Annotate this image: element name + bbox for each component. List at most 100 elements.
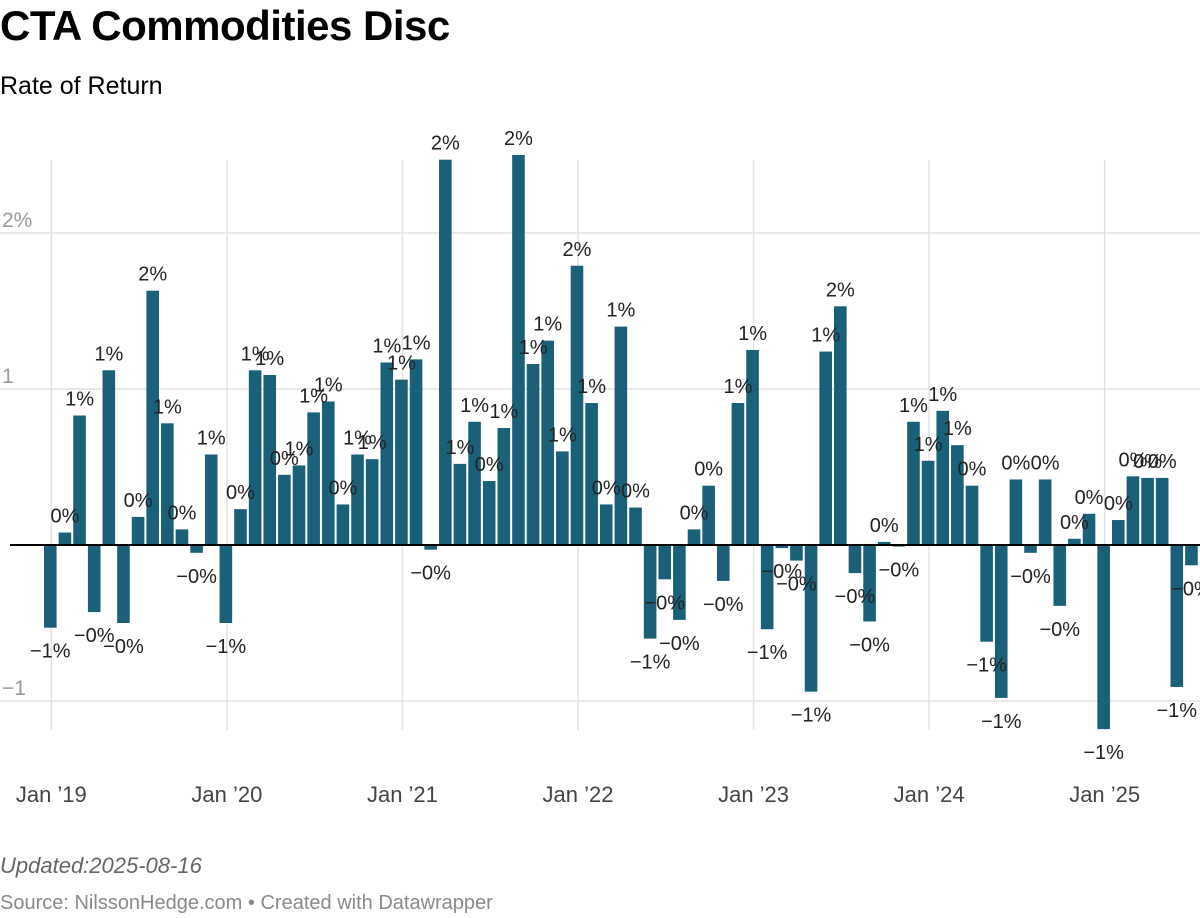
bar <box>1053 545 1067 606</box>
bar <box>307 412 320 545</box>
bar-layer <box>44 155 1198 730</box>
bar <box>1185 545 1198 566</box>
bar <box>263 374 277 545</box>
bar <box>512 155 525 545</box>
bar <box>380 362 394 545</box>
bar <box>409 359 423 545</box>
bar <box>58 532 72 545</box>
bar <box>482 481 496 545</box>
data-label: −0% <box>849 634 890 656</box>
data-label: −1% <box>206 636 247 658</box>
footer-source: Source: NilssonHedge.com • Created with … <box>0 890 493 916</box>
bar <box>439 159 452 545</box>
data-label: 0% <box>475 454 504 476</box>
bar <box>731 403 745 545</box>
bar <box>321 401 335 545</box>
bar <box>790 545 803 561</box>
data-label: 1% <box>811 325 840 347</box>
data-label: 1% <box>460 395 489 417</box>
data-label: 0% <box>1075 487 1104 509</box>
data-label: −1% <box>1157 700 1198 722</box>
data-label: 0% <box>270 448 299 470</box>
bar <box>278 474 291 545</box>
bar <box>570 265 584 545</box>
data-label: 0% <box>1148 451 1177 473</box>
bar <box>848 545 862 574</box>
data-label: 1% <box>914 434 943 456</box>
bar <box>629 507 642 545</box>
bar <box>117 545 130 623</box>
bar <box>87 545 101 613</box>
data-label: 1% <box>299 385 328 407</box>
bar <box>204 454 218 545</box>
data-label: −1% <box>981 711 1022 733</box>
created-with-text: Created with Datawrapper <box>260 892 493 914</box>
bar <box>614 326 628 545</box>
data-label: 1% <box>445 437 474 459</box>
data-label: 0% <box>958 459 987 481</box>
bar <box>131 516 145 545</box>
data-label: 1% <box>533 314 562 336</box>
data-label: −0% <box>1039 619 1080 641</box>
bar <box>1024 545 1037 553</box>
bar <box>1111 520 1125 545</box>
data-label: 1% <box>606 300 635 322</box>
grid-layer <box>0 160 1200 730</box>
data-label: 0% <box>621 481 650 503</box>
data-label: −0% <box>879 560 920 582</box>
data-label: 1% <box>928 384 957 406</box>
data-label: 1% <box>738 323 767 345</box>
data-label: −0% <box>1171 578 1200 600</box>
bar <box>146 290 160 545</box>
bar <box>965 485 979 545</box>
axis-layer: 2% 1 −1 Jan ’19 Jan ’20 Jan ’21 Jan ’22 Jan ’23… <box>2 209 1140 807</box>
bar <box>936 410 950 545</box>
x-tick-label: Jan ’22 <box>543 782 614 807</box>
data-label: −0% <box>776 574 817 596</box>
data-label: 1% <box>489 401 518 423</box>
data-label: 1% <box>372 335 401 357</box>
bar <box>1170 545 1184 687</box>
data-label: −0% <box>703 594 744 616</box>
bar <box>819 351 832 545</box>
data-label: −0% <box>74 625 115 647</box>
data-label: −0% <box>1010 566 1051 588</box>
bar <box>395 379 408 545</box>
bar <box>687 529 701 545</box>
x-tick-label: Jan ’23 <box>718 782 789 807</box>
data-label: 0% <box>226 482 255 504</box>
data-label: 1% <box>314 374 343 396</box>
data-label: −0% <box>659 633 700 655</box>
bar <box>643 545 657 639</box>
data-label: 0% <box>124 490 153 512</box>
data-label: 1% <box>723 376 752 398</box>
data-label: 1% <box>548 424 577 446</box>
data-label: 0% <box>1104 493 1133 515</box>
data-label: 1% <box>153 396 182 418</box>
data-label: 2% <box>563 239 592 261</box>
data-label: 0% <box>680 502 709 524</box>
data-label: 0% <box>1060 512 1089 534</box>
data-label: −0% <box>410 563 451 585</box>
data-label: 1% <box>343 428 372 450</box>
data-label: 1% <box>387 353 416 375</box>
x-tick-label: Jan ’21 <box>367 782 438 807</box>
bar <box>1155 477 1169 545</box>
data-label-layer: −1%0%1%−0%1%−0%0%2%1%0%−0%1%−1%0%1%1%0%1… <box>30 128 1200 764</box>
data-label: 1% <box>402 332 431 354</box>
chart-title: CTA Commodities Disc <box>0 2 450 49</box>
data-label: 0% <box>1031 452 1060 474</box>
data-label: −1% <box>1083 742 1124 764</box>
data-label: −0% <box>762 561 803 583</box>
data-label: −1% <box>966 655 1007 677</box>
data-label: 1% <box>65 389 94 411</box>
separator-dot: • <box>247 892 255 914</box>
bar <box>716 545 730 581</box>
x-tick-label: Jan ’24 <box>894 782 965 807</box>
data-label: 0% <box>50 506 79 528</box>
bar <box>673 545 686 620</box>
bar <box>1082 513 1096 545</box>
bar <box>526 364 540 545</box>
bar <box>102 370 116 545</box>
